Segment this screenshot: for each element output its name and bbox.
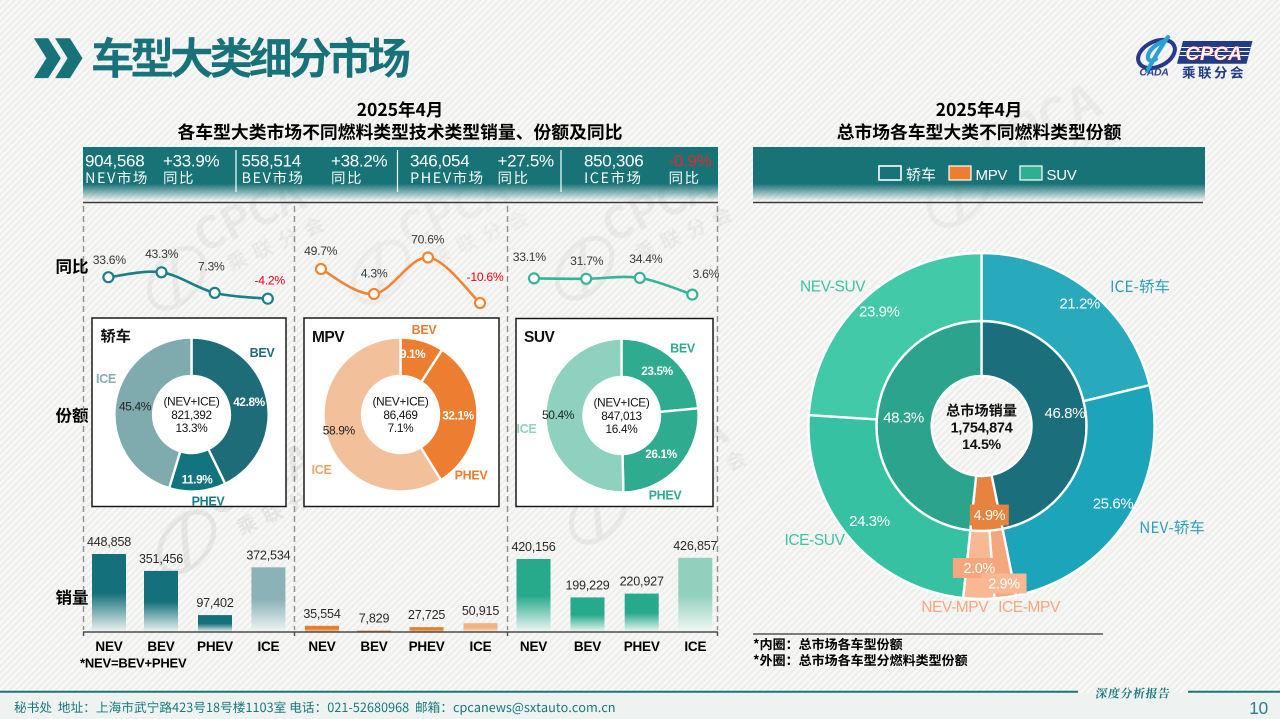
svg-text:14.5%: 14.5% bbox=[962, 437, 1001, 453]
svg-text:NEV: NEV bbox=[308, 639, 335, 654]
svg-text:ICE: ICE bbox=[312, 463, 332, 477]
svg-text:31.7%: 31.7% bbox=[570, 254, 604, 268]
svg-text:(NEV+ICE): (NEV+ICE) bbox=[373, 395, 429, 409]
svg-text:43.3%: 43.3% bbox=[145, 247, 179, 261]
svg-text:2.0%: 2.0% bbox=[963, 561, 995, 577]
svg-text:PHEV: PHEV bbox=[455, 469, 489, 483]
svg-text:MPV: MPV bbox=[976, 167, 1008, 184]
svg-text:+33.9%: +33.9% bbox=[163, 152, 220, 171]
svg-text:ICE: ICE bbox=[470, 639, 492, 654]
svg-text:*NEV=BEV+PHEV: *NEV=BEV+PHEV bbox=[80, 656, 187, 671]
svg-text:58.9%: 58.9% bbox=[323, 424, 356, 438]
svg-text:34.4%: 34.4% bbox=[629, 252, 663, 266]
svg-text:-4.2%: -4.2% bbox=[255, 274, 286, 288]
svg-text:NEV: NEV bbox=[95, 639, 122, 654]
svg-text:11.9%: 11.9% bbox=[182, 473, 214, 487]
svg-text:BEV: BEV bbox=[670, 342, 696, 356]
svg-text:50,915: 50,915 bbox=[462, 604, 500, 618]
svg-text:46.8%: 46.8% bbox=[1045, 405, 1086, 422]
svg-text:BEV: BEV bbox=[250, 346, 276, 360]
svg-text:821,392: 821,392 bbox=[171, 408, 212, 422]
svg-text:+38.2%: +38.2% bbox=[331, 152, 388, 171]
svg-text:23.9%: 23.9% bbox=[859, 304, 900, 321]
svg-text:86,469: 86,469 bbox=[383, 408, 417, 422]
svg-text:35,554: 35,554 bbox=[303, 607, 341, 621]
svg-text:50.4%: 50.4% bbox=[542, 408, 575, 422]
svg-text:7,829: 7,829 bbox=[359, 612, 390, 626]
svg-text:7.1%: 7.1% bbox=[388, 421, 414, 435]
svg-text:-10.6%: -10.6% bbox=[467, 270, 504, 284]
svg-text:NEV-SUV: NEV-SUV bbox=[800, 279, 866, 296]
svg-text:ICE: ICE bbox=[684, 639, 706, 654]
svg-text:1,754,874: 1,754,874 bbox=[951, 421, 1013, 437]
svg-text:BEV: BEV bbox=[360, 639, 387, 654]
svg-text:23.5%: 23.5% bbox=[641, 364, 673, 378]
svg-text:SUV: SUV bbox=[1047, 167, 1077, 184]
svg-text:42.8%: 42.8% bbox=[233, 395, 265, 409]
svg-text:SUV: SUV bbox=[524, 329, 556, 346]
svg-text:904,568: 904,568 bbox=[85, 152, 144, 171]
svg-text:372,534: 372,534 bbox=[246, 548, 290, 562]
svg-text:426,857: 426,857 bbox=[673, 539, 717, 553]
svg-text:+27.5%: +27.5% bbox=[498, 152, 555, 171]
svg-text:BEV: BEV bbox=[147, 639, 174, 654]
svg-text:24.3%: 24.3% bbox=[849, 513, 890, 530]
svg-text:448,858: 448,858 bbox=[87, 535, 131, 549]
svg-text:ICE: ICE bbox=[257, 639, 279, 654]
svg-text:70.6%: 70.6% bbox=[411, 233, 445, 247]
svg-text:PHEV: PHEV bbox=[649, 489, 683, 503]
svg-text:3.6%: 3.6% bbox=[693, 267, 720, 281]
svg-text:27,725: 27,725 bbox=[408, 608, 446, 622]
svg-text:33.6%: 33.6% bbox=[93, 253, 127, 267]
svg-text:351,456: 351,456 bbox=[139, 552, 183, 566]
svg-text:346,054: 346,054 bbox=[410, 152, 469, 171]
svg-text:9.1%: 9.1% bbox=[400, 347, 426, 361]
svg-text:PHEV: PHEV bbox=[197, 639, 233, 654]
svg-text:7.3%: 7.3% bbox=[198, 260, 225, 274]
svg-text:4.9%: 4.9% bbox=[974, 508, 1006, 524]
svg-text:PHEV: PHEV bbox=[624, 639, 660, 654]
svg-text:220,927: 220,927 bbox=[620, 575, 664, 589]
svg-text:847,013: 847,013 bbox=[601, 409, 642, 423]
svg-text:199,229: 199,229 bbox=[565, 578, 609, 592]
svg-text:ICE-SUV: ICE-SUV bbox=[784, 532, 845, 549]
svg-text:850,306: 850,306 bbox=[584, 152, 643, 171]
svg-text:32.1%: 32.1% bbox=[442, 409, 474, 423]
svg-text:NEV: NEV bbox=[520, 639, 547, 654]
svg-text:MPV: MPV bbox=[312, 329, 345, 346]
svg-text:CADA: CADA bbox=[1139, 67, 1168, 79]
svg-text:10: 10 bbox=[1249, 698, 1268, 718]
svg-text:558,514: 558,514 bbox=[242, 152, 301, 171]
svg-text:NEV-MPV: NEV-MPV bbox=[921, 599, 989, 616]
svg-text:BEV: BEV bbox=[412, 323, 438, 337]
svg-text:97,402: 97,402 bbox=[196, 596, 234, 610]
svg-text:-0.9%: -0.9% bbox=[669, 152, 712, 171]
svg-text:(NEV+ICE): (NEV+ICE) bbox=[594, 396, 650, 410]
svg-text:4.3%: 4.3% bbox=[361, 267, 388, 281]
svg-text:PHEV: PHEV bbox=[409, 639, 445, 654]
svg-text:33.1%: 33.1% bbox=[513, 250, 547, 264]
svg-text:16.4%: 16.4% bbox=[606, 422, 639, 436]
svg-text:CPCA: CPCA bbox=[1185, 43, 1242, 65]
svg-text:25.6%: 25.6% bbox=[1093, 496, 1134, 513]
svg-text:(NEV+ICE): (NEV+ICE) bbox=[164, 395, 220, 409]
svg-text:45.4%: 45.4% bbox=[119, 400, 152, 414]
svg-text:49.7%: 49.7% bbox=[304, 244, 338, 258]
svg-text:13.3%: 13.3% bbox=[176, 421, 209, 435]
svg-text:PHEV: PHEV bbox=[192, 495, 226, 509]
svg-text:48.3%: 48.3% bbox=[883, 410, 924, 427]
svg-text:BEV: BEV bbox=[574, 639, 601, 654]
svg-text:21.2%: 21.2% bbox=[1059, 296, 1100, 313]
svg-text:26.1%: 26.1% bbox=[645, 447, 677, 461]
svg-text:ICE-MPV: ICE-MPV bbox=[998, 599, 1061, 616]
svg-text:ICE: ICE bbox=[96, 372, 116, 386]
svg-text:420,156: 420,156 bbox=[511, 540, 555, 554]
svg-text:2.9%: 2.9% bbox=[988, 577, 1020, 593]
svg-text:ICE: ICE bbox=[517, 422, 537, 436]
